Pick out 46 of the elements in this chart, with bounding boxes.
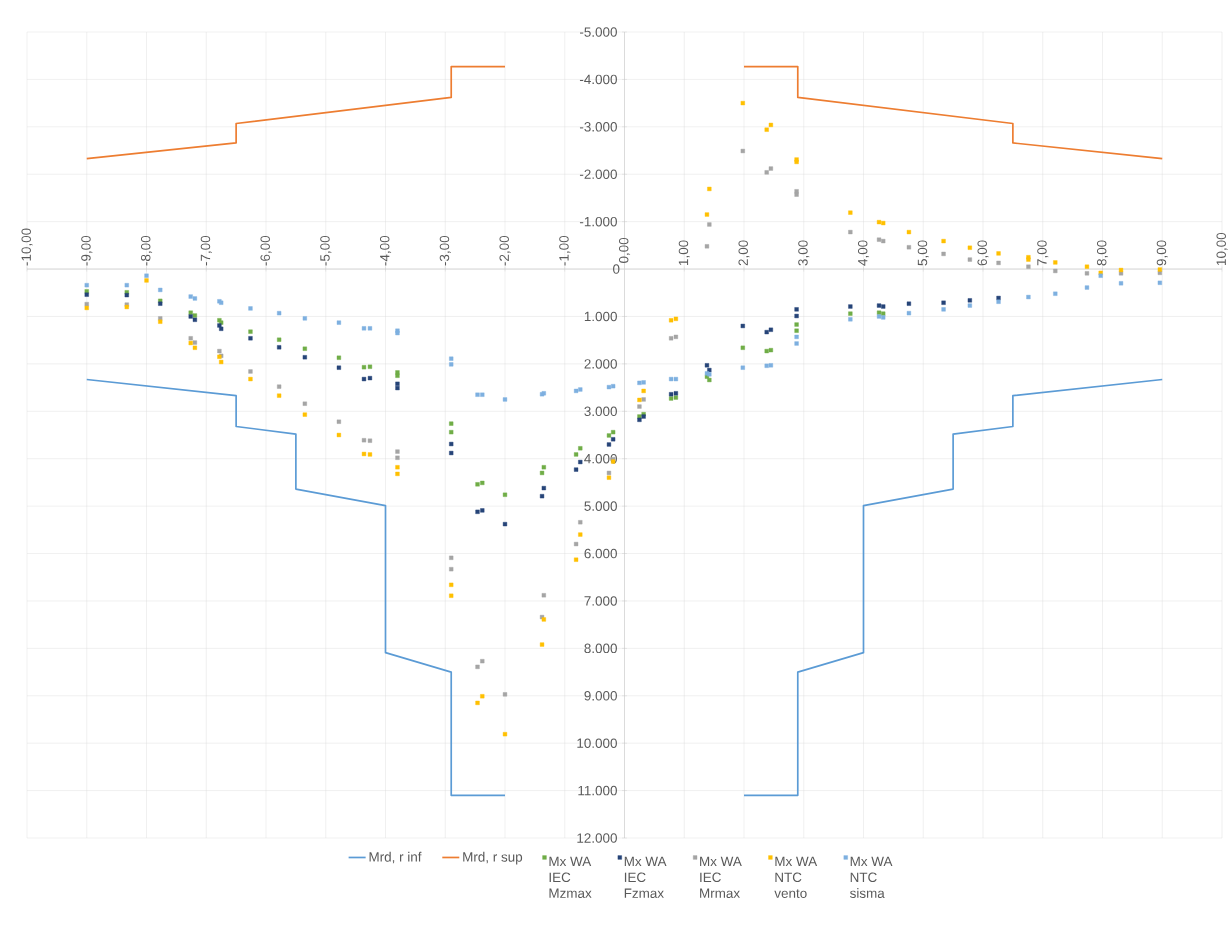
legend-label: Mx WA NTC vento bbox=[774, 856, 818, 898]
y-tick-label: -1.000 bbox=[579, 216, 617, 227]
x-tick-label: 4,00 bbox=[857, 240, 870, 266]
x-tick-label: -10,00 bbox=[21, 228, 33, 266]
x-tick-label: 3,00 bbox=[798, 240, 810, 266]
y-tick-label: 1.000 bbox=[584, 311, 617, 322]
legend-label: Mx WA NTC sisma bbox=[850, 856, 893, 898]
y-tick-label: 3.000 bbox=[584, 406, 617, 417]
x-tick-label: -1,00 bbox=[559, 235, 571, 266]
y-tick-label: 8.000 bbox=[584, 643, 617, 654]
x-tick-label: -5,00 bbox=[320, 235, 332, 266]
y-tick-label: 0 bbox=[613, 264, 620, 274]
x-tick-label: 9,00 bbox=[1156, 240, 1168, 266]
x-tick-label: 6,00 bbox=[977, 240, 989, 266]
y-tick-label: 9.000 bbox=[584, 691, 617, 701]
x-tick-label: 10,00 bbox=[1216, 232, 1228, 266]
x-tick-label: -2,00 bbox=[499, 235, 511, 266]
y-tick-label: 11.000 bbox=[578, 785, 617, 796]
y-tick-label: 5.000 bbox=[584, 501, 617, 511]
legend-label: Mx WA IEC Mzmax bbox=[549, 856, 592, 898]
y-tick-label: 6.000 bbox=[584, 548, 617, 559]
legend-label: Mrd, r inf bbox=[369, 851, 422, 864]
x-tick-label: 7,00 bbox=[1037, 240, 1049, 266]
legend-label: Mrd, r sup bbox=[463, 851, 523, 865]
y-tick-label: 12.000 bbox=[577, 833, 617, 843]
y-tick-label: -4.000 bbox=[579, 74, 617, 85]
x-tick-label: 8,00 bbox=[1096, 240, 1109, 266]
x-tick-label: -6,00 bbox=[260, 235, 272, 266]
y-tick-label: -2.000 bbox=[579, 169, 617, 179]
y-tick-label: -5.000 bbox=[579, 27, 617, 37]
x-tick-label: 2,00 bbox=[738, 240, 750, 266]
y-tick-label: 10.000 bbox=[577, 738, 617, 748]
legend-label: Mx WA IEC Mrmax bbox=[700, 856, 742, 898]
x-tick-label: 5,00 bbox=[917, 240, 929, 266]
x-tick-label: -7,00 bbox=[200, 235, 212, 266]
x-tick-label: -9,00 bbox=[81, 235, 93, 266]
y-tick-label: 4.000 bbox=[584, 453, 617, 464]
y-tick-label: 2.000 bbox=[584, 359, 617, 369]
x-tick-label: 0,00 bbox=[618, 237, 631, 264]
legend-label: Mx WA IEC Fzmax bbox=[624, 856, 667, 898]
y-tick-label: -3.000 bbox=[579, 122, 617, 132]
x-tick-label: -3,00 bbox=[439, 235, 451, 266]
x-tick-label: -4,00 bbox=[379, 235, 392, 266]
x-tick-label: 1,00 bbox=[678, 240, 690, 266]
y-tick-label: 7.000 bbox=[584, 596, 617, 606]
x-tick-label: -8,00 bbox=[140, 235, 153, 266]
